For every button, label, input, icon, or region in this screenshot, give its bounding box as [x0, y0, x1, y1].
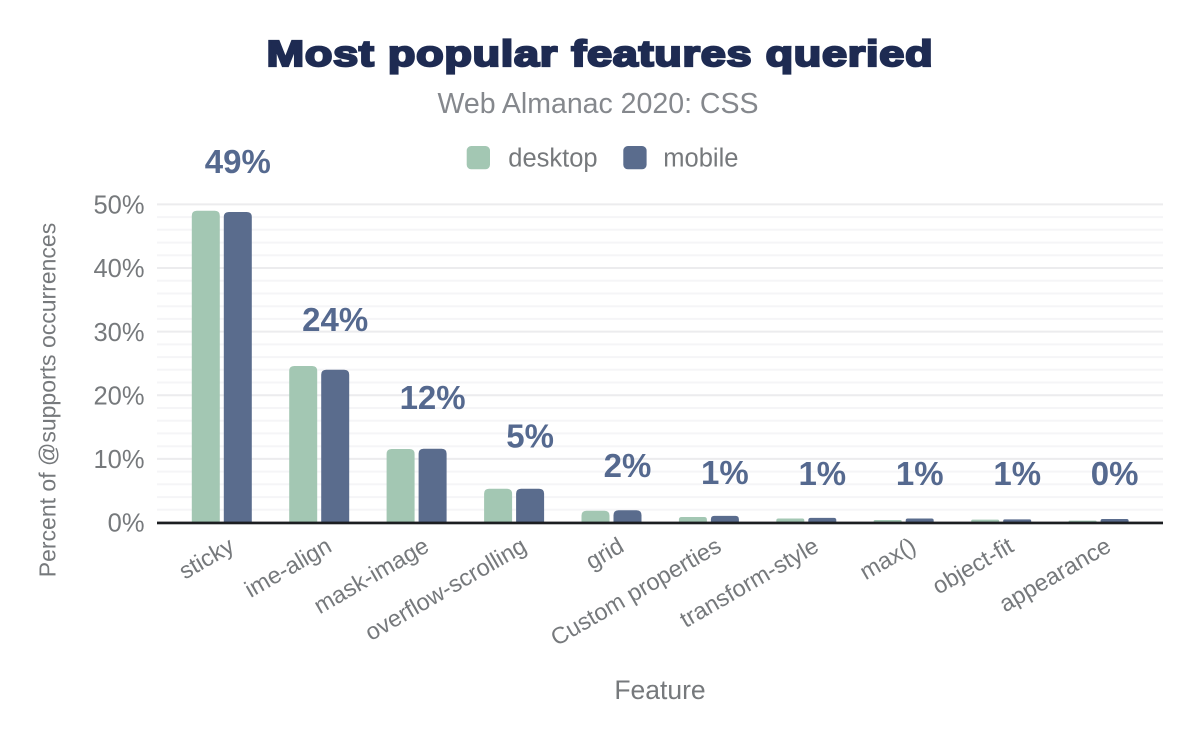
svg-text:50%: 50% [93, 192, 144, 220]
svg-text:24%: 24% [302, 301, 368, 338]
svg-text:mobile: mobile [663, 145, 738, 173]
svg-text:0%: 0% [1091, 455, 1139, 492]
svg-text:Feature: Feature [614, 675, 705, 705]
svg-text:2%: 2% [604, 447, 652, 484]
svg-text:49%: 49% [205, 143, 271, 180]
svg-text:0%: 0% [108, 510, 145, 538]
svg-text:desktop: desktop [508, 145, 597, 173]
svg-text:12%: 12% [400, 379, 466, 416]
svg-text:Most popular features queried: Most popular features queried [267, 33, 934, 74]
svg-text:Web Almanac 2020: CSS: Web Almanac 2020: CSS [437, 88, 758, 120]
svg-text:30%: 30% [93, 319, 144, 347]
svg-text:5%: 5% [506, 418, 554, 455]
svg-text:1%: 1% [993, 455, 1041, 492]
svg-text:10%: 10% [93, 446, 144, 474]
svg-text:20%: 20% [93, 383, 144, 411]
svg-text:Percent of @supports occurrenc: Percent of @supports occurrences [35, 223, 61, 577]
svg-text:1%: 1% [896, 455, 944, 492]
svg-text:1%: 1% [701, 454, 749, 491]
svg-text:1%: 1% [798, 455, 846, 492]
svg-text:40%: 40% [93, 255, 144, 283]
